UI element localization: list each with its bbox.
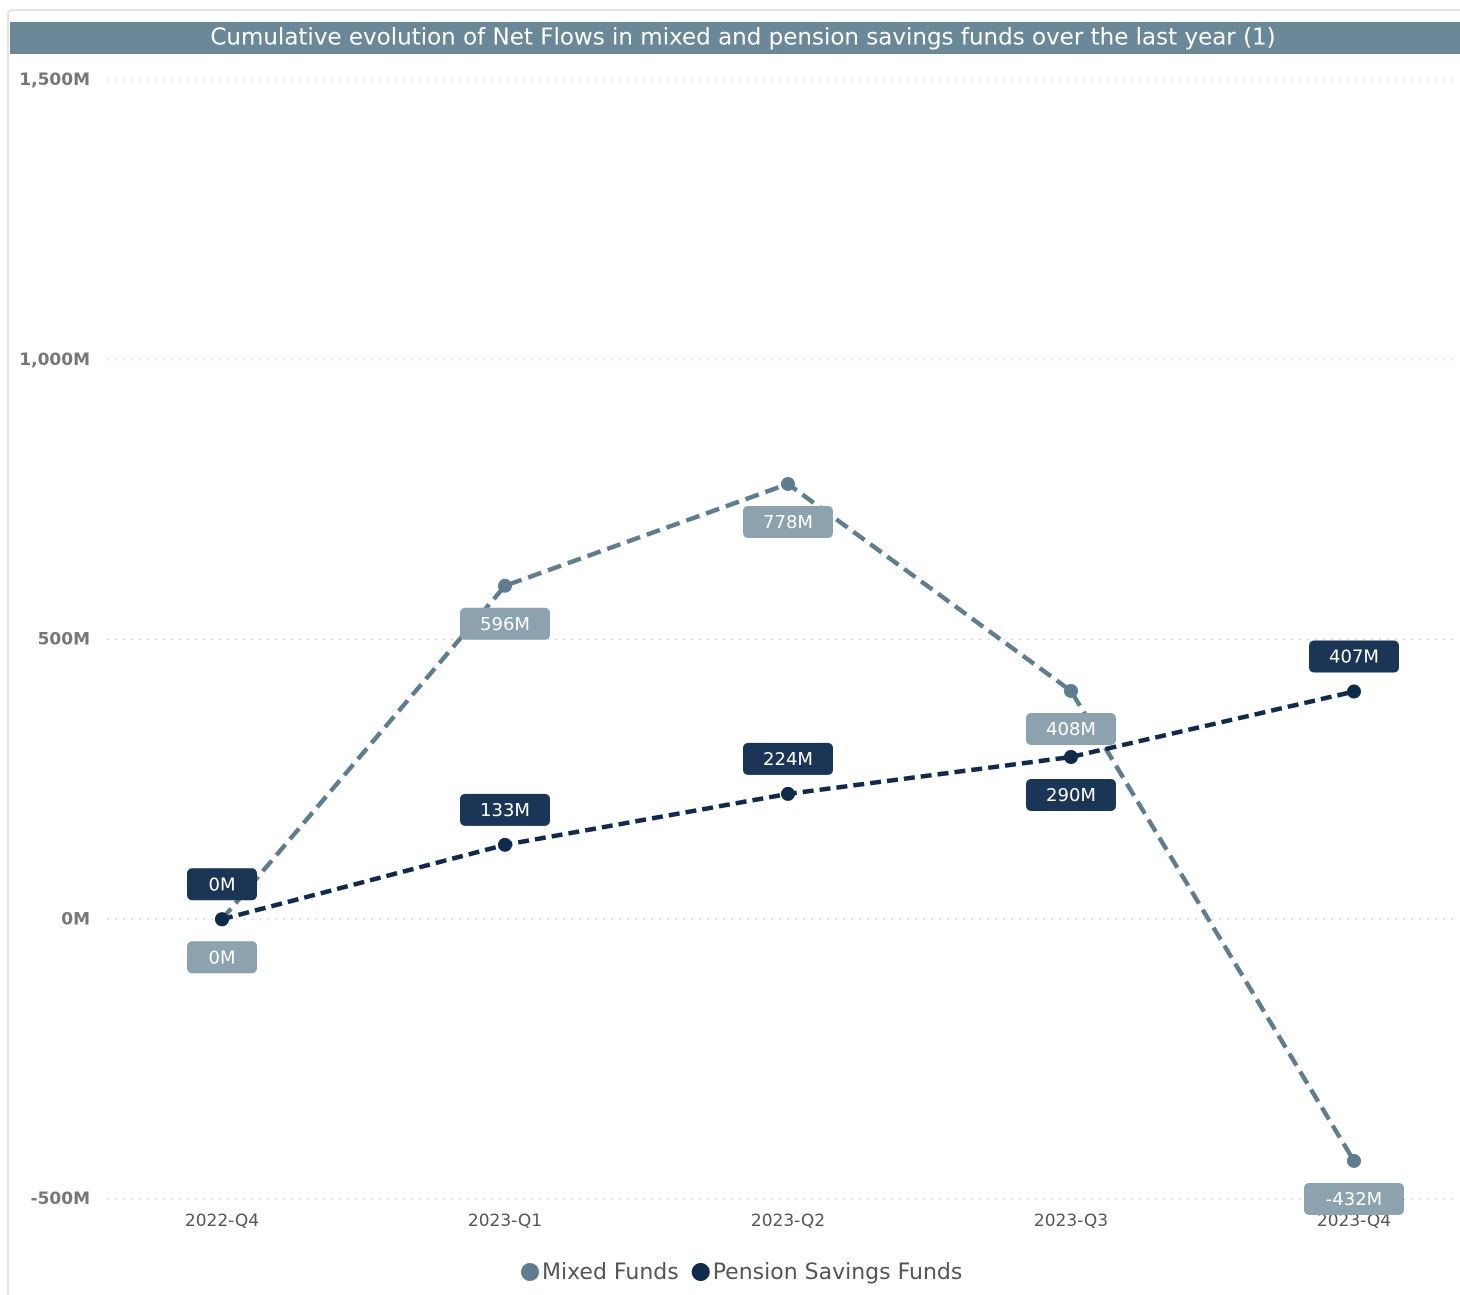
data-label: 596M	[480, 614, 530, 635]
data-label: -432M	[1326, 1189, 1382, 1210]
data-label: 224M	[763, 749, 813, 770]
data-label: 0M	[209, 947, 236, 968]
series-line	[220, 481, 1356, 1163]
data-point	[1064, 749, 1078, 764]
data-label-bg	[187, 868, 257, 901]
series-line	[221, 689, 1355, 922]
x-tick-label: 2023-Q4	[1317, 1211, 1391, 1231]
data-label-bg	[743, 505, 833, 538]
data-label: 778M	[763, 512, 813, 533]
y-tick-label: 1,500M	[19, 70, 90, 90]
data-label-bg	[1304, 1182, 1404, 1215]
data-label: 407M	[1329, 647, 1379, 668]
x-tick-label: 2023-Q3	[1034, 1211, 1108, 1231]
frame	[7, 9, 1460, 1295]
data-point	[498, 837, 512, 852]
y-tick-label: -500M	[31, 1189, 90, 1209]
y-tick-label: 1,000M	[19, 350, 90, 370]
legend-label: Pension Savings Funds	[713, 1260, 963, 1285]
data-label: 408M	[1046, 719, 1096, 740]
data-point	[1347, 1153, 1361, 1168]
data-label: 133M	[480, 800, 530, 821]
data-label: 290M	[1046, 785, 1096, 806]
y-tick-label: 500M	[38, 630, 90, 650]
y-tick-label: 0M	[61, 909, 90, 929]
data-point	[781, 786, 795, 801]
data-label-bg	[1026, 712, 1116, 745]
data-point	[1064, 683, 1078, 698]
x-tick-label: 2023-Q2	[751, 1211, 825, 1231]
legend-marker	[521, 1263, 539, 1281]
x-tick-label: 2022-Q4	[185, 1211, 259, 1231]
x-tick-label: 2023-Q1	[468, 1211, 542, 1231]
data-label-bg	[1309, 640, 1399, 673]
legend-label: Mixed Funds	[542, 1260, 679, 1285]
data-label: 0M	[209, 874, 236, 895]
data-point	[1347, 684, 1361, 699]
data-label-bg	[743, 742, 833, 775]
chart-title: Cumulative evolution of Net Flows in mix…	[210, 25, 1275, 51]
data-label-bg	[460, 607, 550, 640]
data-point	[215, 912, 229, 927]
data-label-bg	[1026, 778, 1116, 811]
data-point	[781, 476, 795, 491]
data-label-bg	[460, 793, 550, 826]
data-label-bg	[187, 941, 257, 974]
legend-marker	[691, 1263, 710, 1281]
title-bar	[10, 22, 1460, 54]
data-point	[498, 578, 512, 593]
